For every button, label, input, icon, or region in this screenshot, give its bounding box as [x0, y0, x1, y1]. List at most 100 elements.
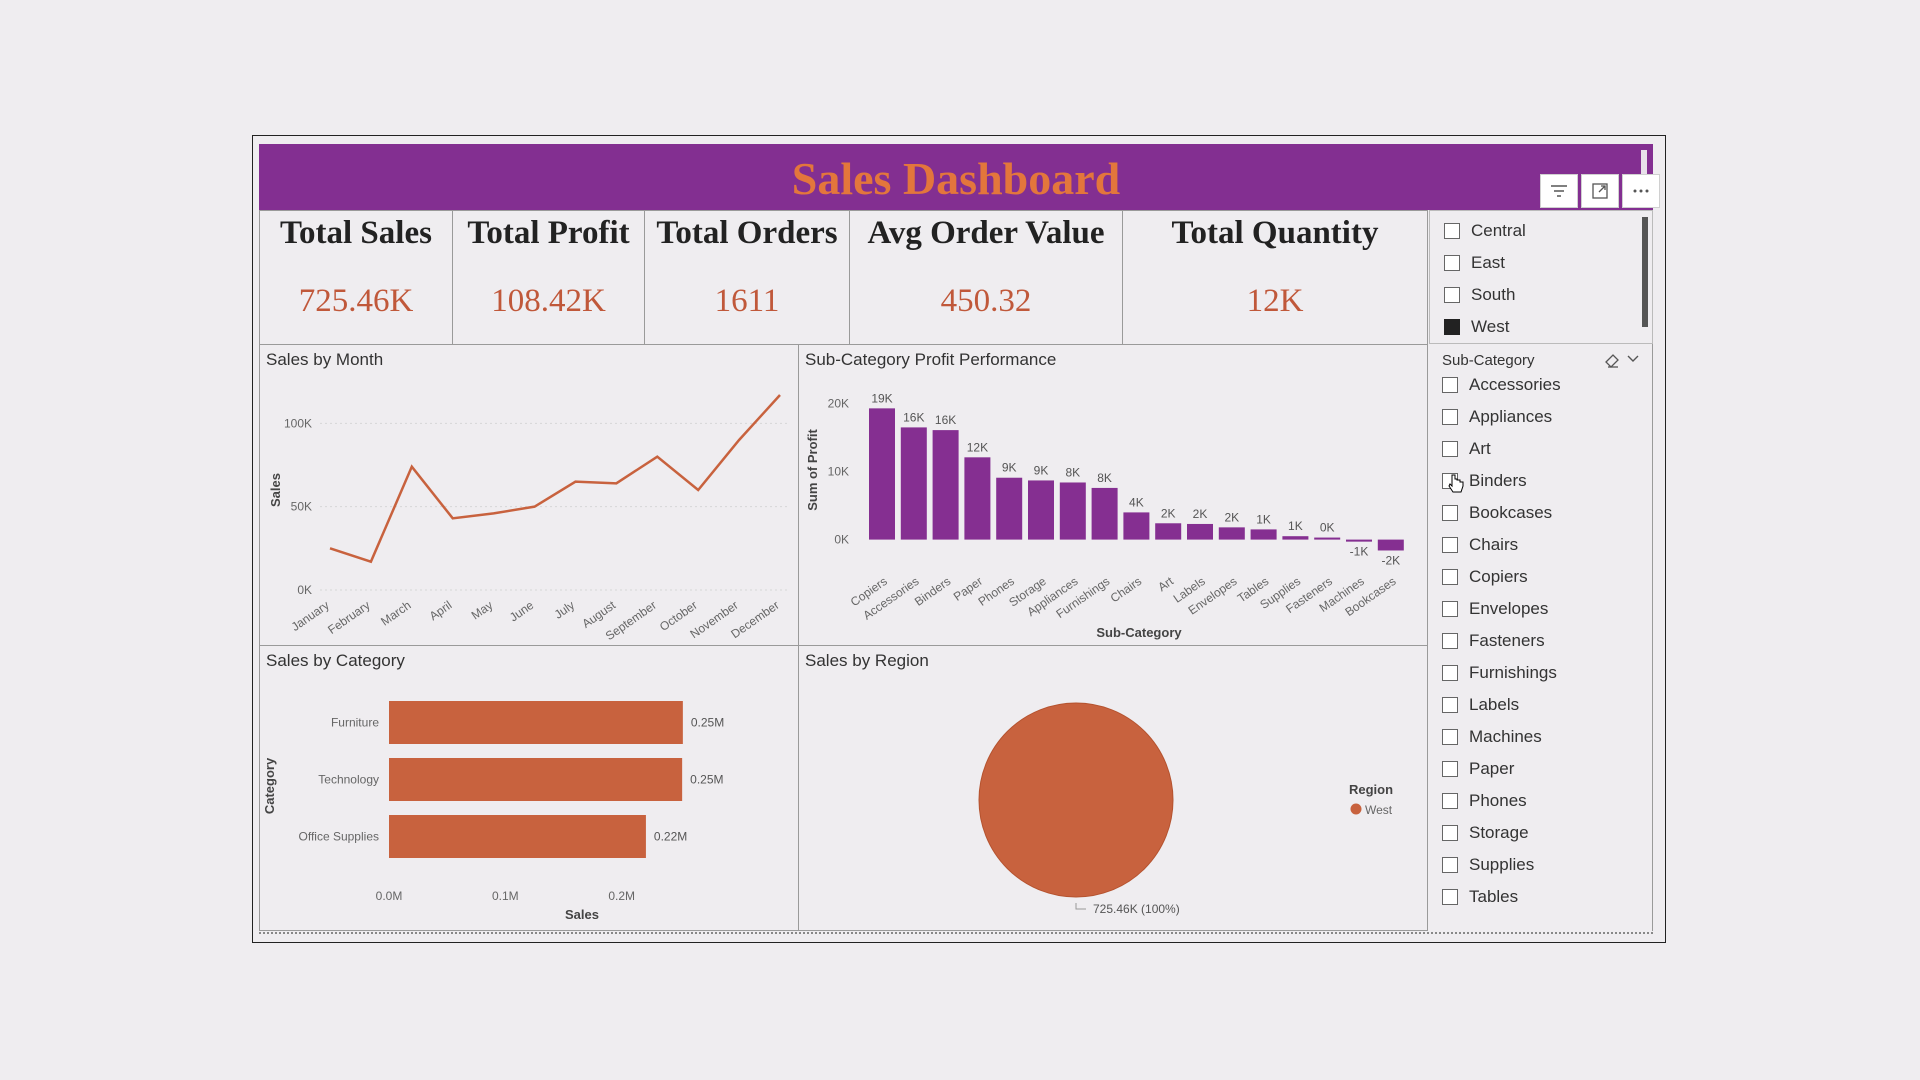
subcat-slicer-item[interactable]: Storage	[1442, 820, 1529, 846]
data-label: 16K	[903, 410, 924, 424]
subcat-slicer-item[interactable]: Paper	[1442, 756, 1514, 782]
x-tick-label: Art	[1155, 574, 1176, 595]
slicer-checkbox[interactable]	[1442, 793, 1458, 809]
slicer-item-label: Phones	[1469, 791, 1527, 810]
region-slicer-item[interactable]: West	[1444, 314, 1509, 340]
region-slicer-item[interactable]: East	[1444, 250, 1505, 276]
subcat-slicer-item[interactable]: Supplies	[1442, 852, 1534, 878]
filter-button[interactable]	[1540, 174, 1578, 208]
dashboard-title: Sales Dashboard	[791, 153, 1121, 204]
slicer-checkbox[interactable]	[1442, 697, 1458, 713]
data-label: 12K	[967, 440, 988, 454]
slicer-item-label: South	[1471, 285, 1516, 304]
more-options-icon	[1633, 189, 1649, 193]
data-label: 2K	[1193, 507, 1208, 521]
subcat-slicer-item[interactable]: Machines	[1442, 724, 1542, 750]
subcat-profit-visual[interactable]: Sub-Category Profit Performance 0K 10K 20K…	[798, 344, 1428, 646]
sales-by-region-visual[interactable]: Sales by Region 725.46K (100%) Region West	[798, 645, 1428, 931]
slicer-checkbox[interactable]	[1442, 569, 1458, 585]
subcat-slicer-item[interactable]: Tables	[1442, 884, 1518, 910]
slicer-checkbox[interactable]	[1442, 441, 1458, 457]
category-bar	[389, 758, 683, 801]
slicer-header: Sub-Category	[1442, 352, 1535, 369]
chart-title: Sales by Category	[266, 651, 405, 670]
sales-by-category-visual[interactable]: Sales by Category Furniture 0.25M Technolo…	[259, 645, 799, 931]
slicer-checkbox[interactable]	[1442, 889, 1458, 905]
x-tick-label: 0.2M	[608, 889, 635, 903]
kpi-title: Total Sales	[280, 215, 432, 251]
slicer-checkbox[interactable]	[1444, 319, 1460, 335]
sales-by-category-chart: Furniture 0.25M Technology 0.25M Office Supp…	[262, 701, 724, 922]
subcat-slicer-item[interactable]: Art	[1442, 436, 1491, 462]
kpi-title: Total Orders	[656, 215, 838, 251]
region-slicer-scrollbar[interactable]	[1642, 217, 1648, 327]
profit-bar	[1028, 480, 1054, 540]
profit-bar	[1282, 536, 1309, 540]
chart-title: Sales by Region	[805, 651, 929, 670]
subcat-slicer-item[interactable]: Accessories	[1442, 372, 1561, 398]
profit-bar	[1091, 487, 1118, 540]
profit-bar	[1346, 539, 1372, 542]
chevron-down-icon[interactable]	[1626, 354, 1640, 364]
more-options-button[interactable]	[1622, 174, 1660, 208]
slicer-checkbox[interactable]	[1444, 287, 1460, 303]
slicer-checkbox[interactable]	[1442, 825, 1458, 841]
subcat-slicer-item[interactable]: Copiers	[1442, 564, 1528, 590]
slicer-checkbox[interactable]	[1442, 537, 1458, 553]
sales-by-month-visual[interactable]: Sales by Month 0K 50K 100K Sales January Febr…	[259, 344, 799, 646]
subcat-slicer-item[interactable]: Appliances	[1442, 404, 1552, 430]
profit-bar	[900, 427, 927, 540]
subcat-slicer-item[interactable]: Phones	[1442, 788, 1527, 814]
slicer-checkbox[interactable]	[1442, 409, 1458, 425]
subcat-slicer-item[interactable]: Chairs	[1442, 532, 1518, 558]
region-slicer: Central East South West	[1429, 210, 1653, 344]
x-axis-title: Sales	[565, 907, 599, 922]
slicer-item-label: Copiers	[1469, 567, 1528, 586]
data-label: 19K	[871, 391, 892, 405]
subcat-slicer-item[interactable]: Bookcases	[1442, 500, 1552, 526]
slicer-checkbox[interactable]	[1444, 255, 1460, 271]
slicer-checkbox[interactable]	[1442, 601, 1458, 617]
report-canvas: Sales Dashboard	[259, 144, 1660, 936]
slicer-checkbox[interactable]	[1442, 761, 1458, 777]
y-axis-title: Category	[262, 757, 277, 814]
slicer-checkbox[interactable]	[1444, 223, 1460, 239]
y-tick-label: 20K	[828, 397, 849, 411]
data-label: 8K	[1065, 465, 1080, 479]
kpi-value: 108.42K	[491, 283, 606, 319]
subcat-slicer-item[interactable]: Furnishings	[1442, 660, 1557, 686]
region-slicer-item[interactable]: South	[1444, 282, 1515, 308]
slicer-checkbox[interactable]	[1442, 633, 1458, 649]
header-scrollbar[interactable]	[1641, 150, 1647, 176]
slicer-item-label: Storage	[1469, 823, 1529, 842]
data-label: 0.25M	[691, 716, 724, 730]
slicer-checkbox[interactable]	[1442, 665, 1458, 681]
profit-bar	[869, 408, 895, 540]
slicer-item-label: Envelopes	[1469, 599, 1549, 618]
x-tick-label: 0.0M	[376, 889, 403, 903]
slicer-item-label: West	[1471, 317, 1510, 336]
region-slicer-item[interactable]: Central	[1444, 218, 1526, 244]
slicer-checkbox[interactable]	[1442, 505, 1458, 521]
subcat-slicer-item[interactable]: Labels	[1442, 692, 1519, 718]
slicer-checkbox[interactable]	[1442, 377, 1458, 393]
x-tick-label: March	[378, 598, 413, 629]
profit-bar	[1187, 523, 1213, 540]
subcat-slicer-item[interactable]: Fasteners	[1442, 628, 1545, 654]
subcat-slicer-item[interactable]: Envelopes	[1442, 596, 1548, 622]
category-bar	[389, 815, 646, 858]
slicer-checkbox[interactable]	[1442, 729, 1458, 745]
y-tick-label: Office Supplies	[299, 830, 380, 844]
dashboard-header: Sales Dashboard	[259, 144, 1660, 210]
subcat-slicer: Sub-Category Accessories Appliances Art Bin…	[1428, 344, 1653, 931]
x-tick-label: April	[427, 598, 455, 623]
kpi-title: Total Quantity	[1171, 215, 1379, 251]
profit-bar	[1059, 482, 1086, 540]
focus-mode-button[interactable]	[1581, 174, 1619, 208]
slicer-checkbox[interactable]	[1442, 857, 1458, 873]
y-tick-label: 10K	[828, 465, 849, 479]
eraser-icon[interactable]	[1603, 352, 1621, 368]
y-tick-label: 0K	[297, 583, 312, 597]
